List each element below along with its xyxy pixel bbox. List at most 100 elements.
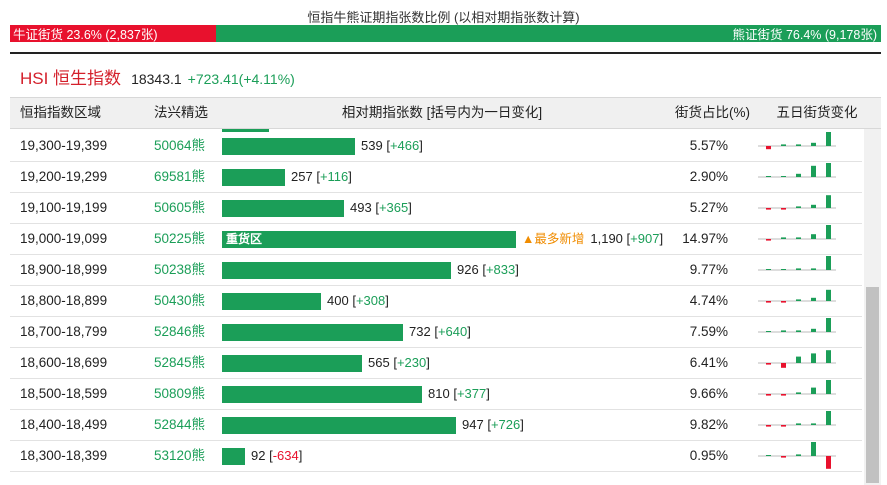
warrant-code-link[interactable]: 52845熊 — [154, 355, 206, 370]
sparkline-bar — [781, 208, 786, 210]
table-row: 18,400-18,499 52844熊 947 [+726] 9.82% — [10, 410, 862, 441]
sparkline-bar — [781, 363, 786, 368]
sparkline-bar — [781, 301, 786, 303]
five-day-sparkline — [758, 289, 836, 303]
table-row: 19,200-19,299 69581熊 257 [+116] 2.90% — [10, 162, 862, 193]
table-row: 18,600-18,699 52845熊 565 [+230] 6.41% — [10, 348, 862, 379]
warrant-code-link[interactable]: 53120熊 — [154, 448, 206, 463]
five-day-sparkline — [758, 195, 836, 210]
table-row: 18,500-18,599 50809熊 810 [+377] 9.66% — [10, 379, 862, 410]
warrant-code-link[interactable]: 50225熊 — [154, 231, 206, 246]
warrant-code-link[interactable]: 69581熊 — [154, 169, 206, 184]
contracts-value: 493 — [350, 200, 372, 215]
sparkline-bar — [766, 394, 771, 396]
sparkline-bar — [766, 455, 771, 456]
sparkline-bar — [796, 237, 801, 239]
table-row: 19,300-19,399 50064熊 539 [+466] 5.57% — [10, 131, 862, 162]
share-cell: 2.90% — [689, 169, 728, 184]
range-cell: 18,900-18,999 — [20, 262, 108, 277]
sparkline-bar — [766, 363, 771, 365]
contracts-cell: 732 [+640] — [222, 317, 662, 347]
sparkline-bar — [796, 454, 801, 456]
contracts-value: 257 — [291, 169, 313, 184]
header-count: 相对期指张数 [括号内为一日变化] — [341, 105, 543, 120]
table-row: 18,800-18,899 50430熊 400 [+308] 4.74% — [10, 286, 862, 317]
contracts-value: 539 — [361, 138, 383, 153]
contracts-text: 810 [+377] — [428, 386, 490, 401]
scrollbar-thumb[interactable] — [866, 287, 879, 483]
share-cell: 9.66% — [689, 386, 728, 401]
sparkline-bar — [796, 268, 801, 270]
sparkline-bar — [796, 423, 801, 425]
previous-row-bar — [222, 129, 269, 132]
range-cell: 18,700-18,799 — [20, 324, 108, 339]
contracts-value: 926 — [457, 262, 479, 277]
sparkline-bar — [811, 234, 816, 239]
warrant-code-link[interactable]: 50809熊 — [154, 386, 206, 401]
index-name: HSI 恒生指数 — [20, 69, 122, 88]
day-change-value: +308 — [355, 293, 386, 308]
contracts-bar — [222, 417, 456, 434]
sparkline-bar — [826, 225, 831, 239]
sparkline-bar — [781, 269, 786, 270]
five-day-sparkline — [758, 256, 836, 271]
contracts-value: 400 — [327, 293, 349, 308]
table-row: 19,100-19,199 50605熊 493 [+365] 5.27% — [10, 193, 862, 224]
day-change-value: +365 — [378, 200, 409, 215]
index-change: +723.41(+4.11%) — [187, 71, 295, 87]
contracts-bar — [222, 386, 422, 403]
warrant-code-link[interactable]: 50238熊 — [154, 262, 206, 277]
range-cell: 19,200-19,299 — [20, 169, 108, 184]
day-change-value: +466 — [389, 138, 420, 153]
warrant-code-link[interactable]: 50430熊 — [154, 293, 206, 308]
sparkline-bar — [826, 318, 831, 332]
warrant-code-link[interactable]: 50605熊 — [154, 200, 206, 215]
range-cell: 18,500-18,599 — [20, 386, 108, 401]
five-day-sparkline — [758, 442, 836, 469]
sparkline-bar — [796, 299, 801, 301]
contracts-text: 400 [+308] — [327, 293, 389, 308]
day-change-value: +377 — [456, 386, 487, 401]
share-cell: 6.41% — [689, 355, 728, 370]
share-cell: 9.82% — [689, 417, 728, 432]
contracts-text: 493 [+365] — [350, 200, 412, 215]
table-scrollbar[interactable] — [864, 129, 881, 485]
share-cell: 4.74% — [689, 293, 728, 308]
day-change-value: +833 — [485, 262, 516, 277]
section-divider — [10, 52, 881, 54]
share-cell: 9.77% — [689, 262, 728, 277]
sparkline-bar — [811, 442, 816, 456]
sparkline-bar — [826, 132, 831, 146]
contracts-text: 539 [+466] — [361, 138, 423, 153]
bull-share-label: 牛证街货 23.6% (2,837张) — [13, 28, 158, 42]
five-day-sparkline — [758, 163, 836, 178]
sparkline-bar — [826, 350, 831, 363]
sparkline-bar — [811, 142, 816, 146]
heavy-zone-bar: 重货区 — [222, 231, 516, 248]
day-change-value: +726 — [490, 417, 521, 432]
range-cell: 18,800-18,899 — [20, 293, 108, 308]
contracts-value: 565 — [368, 355, 390, 370]
contracts-value: 732 — [409, 324, 431, 339]
contracts-cell: 539 [+466] — [222, 131, 662, 161]
contracts-bar — [222, 324, 403, 341]
contracts-cell: 重货区 ▲最多新增 1,190 [+907] — [222, 224, 663, 254]
sparkline-bar — [826, 163, 831, 177]
warrant-code-link[interactable]: 50064熊 — [154, 138, 206, 153]
sparkline-bar — [796, 173, 801, 177]
range-cell: 19,300-19,399 — [20, 138, 108, 153]
contracts-cell: 493 [+365] — [222, 193, 662, 223]
five-day-sparkline — [758, 318, 836, 333]
bear-share-segment: 熊证街货 76.4% (9,178张) — [215, 25, 881, 42]
table-row: 18,900-18,999 50238熊 926 [+833] 9.77% — [10, 255, 862, 286]
warrant-code-link[interactable]: 52844熊 — [154, 417, 206, 432]
sparkline-bar — [811, 423, 816, 425]
table-body[interactable]: 19,300-19,399 50064熊 539 [+466] 5.57% 19,200… — [10, 129, 862, 485]
warrant-code-link[interactable]: 52846熊 — [154, 324, 206, 339]
sparkline-bar — [781, 425, 786, 427]
table-row: 18,700-18,799 52846熊 732 [+640] 7.59% — [10, 317, 862, 348]
sparkline-bar — [811, 328, 816, 332]
contracts-cell: 810 [+377] — [222, 379, 662, 409]
contracts-value: 810 — [428, 386, 450, 401]
contracts-cell: 565 [+230] — [222, 348, 662, 378]
